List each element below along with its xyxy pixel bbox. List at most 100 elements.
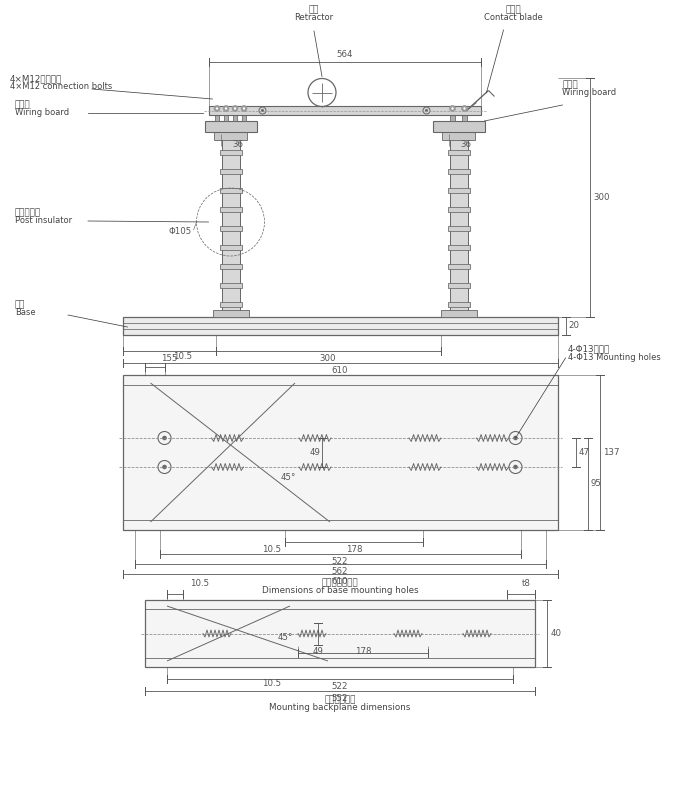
Text: Post insulator: Post insulator <box>15 216 72 225</box>
Bar <box>220 169 241 174</box>
Bar <box>214 132 248 140</box>
Circle shape <box>513 436 517 440</box>
Text: 610: 610 <box>332 366 348 375</box>
Text: 10.5: 10.5 <box>262 679 282 688</box>
Bar <box>209 106 481 115</box>
Text: 137: 137 <box>604 448 620 457</box>
Bar <box>122 375 558 530</box>
Bar <box>242 111 246 121</box>
Text: 触刀片: 触刀片 <box>506 5 522 14</box>
Bar <box>212 310 248 317</box>
Circle shape <box>234 107 236 110</box>
Bar <box>441 310 477 317</box>
Circle shape <box>241 106 247 111</box>
Text: Contact blade: Contact blade <box>484 13 543 22</box>
Text: 4-Φ13 Mounting holes: 4-Φ13 Mounting holes <box>568 353 660 362</box>
Circle shape <box>449 106 456 111</box>
Text: 36: 36 <box>233 140 243 149</box>
Bar <box>450 111 455 121</box>
Circle shape <box>223 106 229 111</box>
Text: 4×M12 connection bolts: 4×M12 connection bolts <box>10 82 112 91</box>
Bar <box>447 245 469 250</box>
Text: 95: 95 <box>590 479 601 488</box>
Text: 178: 178 <box>345 545 362 554</box>
Bar <box>447 301 469 307</box>
Bar <box>447 282 469 288</box>
Text: Dimensions of base mounting holes: Dimensions of base mounting holes <box>262 586 418 595</box>
Text: 49: 49 <box>309 448 320 457</box>
Bar <box>222 132 239 317</box>
Text: 4×M12接线螺栓: 4×M12接线螺栓 <box>10 74 63 83</box>
Bar <box>224 111 228 121</box>
Circle shape <box>425 109 428 112</box>
Bar <box>447 188 469 193</box>
Text: 安装背板尺寸: 安装背板尺寸 <box>324 695 356 704</box>
Bar <box>205 121 256 132</box>
Text: t8: t8 <box>522 579 530 588</box>
Text: 20: 20 <box>568 321 579 331</box>
Bar <box>220 188 241 193</box>
Text: 522: 522 <box>332 682 348 691</box>
Text: 49: 49 <box>313 646 324 656</box>
Bar <box>447 207 469 212</box>
Text: 522: 522 <box>332 557 348 566</box>
Bar <box>220 245 241 250</box>
Bar <box>220 263 241 269</box>
Bar <box>215 111 219 121</box>
Text: 45°: 45° <box>280 474 296 483</box>
Text: Retractor: Retractor <box>294 13 334 22</box>
Bar <box>447 226 469 231</box>
Text: 300: 300 <box>594 193 610 202</box>
Text: 接线板: 接线板 <box>15 100 31 109</box>
Text: 10.5: 10.5 <box>173 352 192 361</box>
Circle shape <box>462 106 468 111</box>
Bar <box>220 301 241 307</box>
Text: 40: 40 <box>551 629 562 638</box>
Text: Wiring board: Wiring board <box>562 88 617 97</box>
Text: Base: Base <box>15 308 35 317</box>
Text: 36: 36 <box>460 140 471 149</box>
Circle shape <box>463 107 466 110</box>
Text: Φ105: Φ105 <box>168 227 192 236</box>
Text: 562: 562 <box>332 567 348 576</box>
Circle shape <box>163 465 167 469</box>
Text: 底座安装孔尺寸: 底座安装孔尺寸 <box>322 578 358 587</box>
Text: 10.5: 10.5 <box>262 545 282 554</box>
Text: 4-Φ13安装孔: 4-Φ13安装孔 <box>568 344 610 353</box>
Text: 552: 552 <box>332 694 348 703</box>
Bar <box>462 111 466 121</box>
Bar <box>233 111 237 121</box>
Text: Wiring board: Wiring board <box>15 108 69 117</box>
Circle shape <box>243 107 245 110</box>
Bar <box>122 317 558 335</box>
Text: Mounting backplane dimensions: Mounting backplane dimensions <box>269 703 411 712</box>
Circle shape <box>261 109 264 112</box>
Circle shape <box>163 436 167 440</box>
Text: 底座: 底座 <box>15 300 26 309</box>
Bar <box>220 149 241 155</box>
Bar <box>220 207 241 212</box>
Text: 564: 564 <box>336 50 353 59</box>
Bar <box>220 226 241 231</box>
Text: 155: 155 <box>160 354 177 363</box>
Text: 610: 610 <box>332 577 348 586</box>
Circle shape <box>452 107 454 110</box>
Text: 178: 178 <box>355 646 371 656</box>
Bar <box>145 600 535 667</box>
Bar <box>220 282 241 288</box>
Text: 拉钩: 拉钩 <box>309 5 319 14</box>
Bar <box>432 121 484 132</box>
Bar <box>442 132 475 140</box>
Circle shape <box>513 465 517 469</box>
Text: 45°: 45° <box>277 633 292 642</box>
Text: 支柱绝缘子: 支柱绝缘子 <box>15 208 41 217</box>
Circle shape <box>216 107 218 110</box>
Bar <box>449 132 468 317</box>
Circle shape <box>225 107 227 110</box>
Bar <box>447 149 469 155</box>
Circle shape <box>232 106 238 111</box>
Text: 接线板: 接线板 <box>562 80 578 89</box>
Bar <box>447 263 469 269</box>
Text: 10.5: 10.5 <box>190 579 209 588</box>
Text: 300: 300 <box>320 354 336 363</box>
